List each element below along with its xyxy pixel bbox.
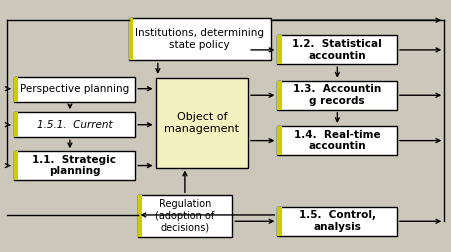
Text: Regulation
(adoption of
decisions): Regulation (adoption of decisions) [155,200,215,233]
Bar [14,77,135,102]
Text: 1.2.  Statistical
accountin: 1.2. Statistical accountin [292,39,382,60]
Text: Object of
management: Object of management [164,112,239,134]
Bar [277,207,397,236]
Text: Perspective planning: Perspective planning [20,84,129,94]
Bar [138,195,232,237]
Bar [277,207,282,236]
Text: 1.5.  Control,
analysis: 1.5. Control, analysis [299,210,376,232]
Bar [138,195,142,237]
Bar [14,77,18,102]
Text: 1.1.  Strategic
planning: 1.1. Strategic planning [32,155,116,176]
Bar [277,35,397,64]
Bar [14,112,135,137]
Text: Institutions, determining
state policy: Institutions, determining state policy [135,28,264,50]
Bar [129,18,133,60]
Bar [277,81,397,110]
Text: 1.3.  Accountin
g records: 1.3. Accountin g records [293,84,381,106]
Bar [14,151,18,180]
Bar [14,112,18,137]
Bar [277,81,282,110]
Bar [277,35,282,64]
Bar [277,126,397,155]
Text: 1.5.1.  Current: 1.5.1. Current [37,120,112,130]
Bar [14,151,135,180]
Text: 1.4.  Real-time
accountin: 1.4. Real-time accountin [294,130,381,151]
Bar [277,126,282,155]
Bar [129,18,271,60]
Bar [156,78,248,168]
